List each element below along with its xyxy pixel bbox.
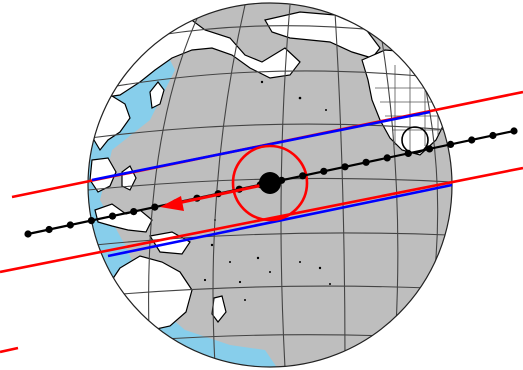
track-sample-point bbox=[425, 145, 434, 153]
land-japan bbox=[149, 81, 165, 109]
track-sample-point bbox=[404, 149, 412, 157]
track-sample-point bbox=[299, 172, 307, 180]
pacific-islands bbox=[203, 80, 331, 301]
outer-bound-tail bbox=[0, 346, 19, 354]
track-sample-point bbox=[489, 131, 497, 140]
target-ring bbox=[231, 144, 309, 222]
target-point bbox=[259, 172, 281, 194]
track-sample-point bbox=[341, 163, 349, 171]
inner-bound-lower bbox=[107, 183, 453, 258]
parallel-2 bbox=[104, 70, 441, 89]
arrow-head bbox=[160, 196, 184, 211]
track-sample-point bbox=[151, 203, 159, 211]
track-sample-point bbox=[45, 225, 53, 234]
track-sample-point bbox=[447, 140, 455, 148]
meridian-4 bbox=[334, 11, 346, 363]
track-sample-point bbox=[66, 221, 74, 229]
meridian-1 bbox=[148, 11, 201, 361]
track-sample-point bbox=[383, 154, 391, 162]
track-sample-point bbox=[362, 158, 370, 166]
velocity-arrow bbox=[160, 182, 269, 211]
parallel-5 bbox=[94, 232, 449, 246]
track-sample-point bbox=[468, 136, 476, 144]
track-sample-point bbox=[87, 217, 95, 225]
track-sample-point bbox=[130, 208, 138, 216]
arrow-shaft bbox=[177, 182, 269, 205]
parallel-7 bbox=[149, 334, 391, 341]
track-sample-point bbox=[320, 167, 328, 175]
graticule bbox=[88, 4, 452, 367]
land-new-zealand bbox=[211, 295, 227, 323]
track-sample-point bbox=[510, 127, 518, 135]
meridian-5 bbox=[379, 27, 399, 346]
track-sample-point bbox=[24, 230, 32, 238]
track-sample-point bbox=[108, 212, 117, 220]
parallel-6 bbox=[109, 285, 431, 296]
meridian-2 bbox=[212, 4, 246, 366]
parallel-3 bbox=[89, 123, 451, 139]
